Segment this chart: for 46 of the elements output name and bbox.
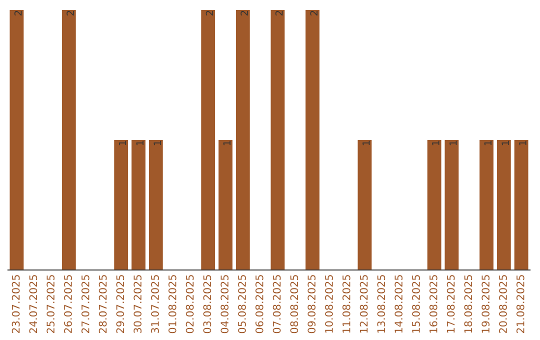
- data-label: 2: [14, 10, 22, 16]
- x-tick-label: 11.08.2025: [342, 275, 350, 333]
- data-label: 2: [275, 10, 283, 16]
- data-label: 2: [66, 10, 74, 16]
- x-tick-label: 18.08.2025: [464, 275, 472, 333]
- x-tick-label: 08.08.2025: [290, 275, 298, 334]
- data-label: 2: [206, 10, 214, 16]
- x-tick-label: 07.08.2025: [272, 275, 281, 334]
- x-tick-label: 23.07.2025: [12, 275, 20, 334]
- x-tick-label: 17.08.2025: [446, 275, 455, 333]
- x-tick-label: 01.08.2025: [168, 275, 176, 334]
- data-label: 1: [432, 140, 440, 146]
- x-tick-label: 20.08.2025: [499, 275, 507, 334]
- x-tick-label: 14.08.2025: [394, 275, 403, 333]
- data-label: 1: [154, 140, 161, 146]
- data-label: 1: [118, 140, 126, 146]
- x-tick-label: 10.08.2025: [325, 275, 333, 333]
- x-tick-label: 03.08.2025: [203, 275, 212, 334]
- x-tick-label: 04.08.2025: [220, 275, 229, 334]
- x-tick-label: 15.08.2025: [412, 275, 420, 333]
- data-label: 1: [362, 140, 370, 146]
- data-label: 1: [223, 140, 230, 146]
- data-label: 1: [502, 140, 509, 146]
- x-tick-label: 25.07.2025: [46, 275, 55, 334]
- x-tick-label: 28.07.2025: [98, 275, 107, 334]
- data-label: 2: [310, 10, 318, 16]
- x-tick-label: 13.08.2025: [377, 275, 386, 333]
- data-label: 1: [484, 140, 492, 146]
- x-tick-label: 21.08.2025: [516, 275, 524, 334]
- x-tick-label: 05.08.2025: [238, 275, 246, 334]
- x-tick-label: 24.07.2025: [29, 275, 38, 334]
- x-tick-label: 26.07.2025: [64, 275, 72, 334]
- x-tick-label: 29.07.2025: [116, 275, 124, 334]
- x-tick-label: 06.08.2025: [255, 275, 264, 334]
- data-label: 2: [240, 10, 248, 16]
- x-tick-label: 30.07.2025: [134, 275, 142, 334]
- x-tick-label: 16.08.2025: [429, 275, 438, 333]
- x-tick-label: 31.07.2025: [151, 275, 159, 334]
- data-label: 1: [519, 140, 526, 146]
- data-label: 1: [450, 140, 457, 146]
- x-tick-label: 27.07.2025: [81, 275, 90, 334]
- x-tick-label: 19.08.2025: [482, 275, 490, 333]
- x-tick-label: 09.08.2025: [308, 275, 316, 334]
- data-label: 1: [136, 140, 144, 146]
- x-tick-label: 02.08.2025: [186, 275, 194, 334]
- x-tick-label: 12.08.2025: [360, 275, 368, 333]
